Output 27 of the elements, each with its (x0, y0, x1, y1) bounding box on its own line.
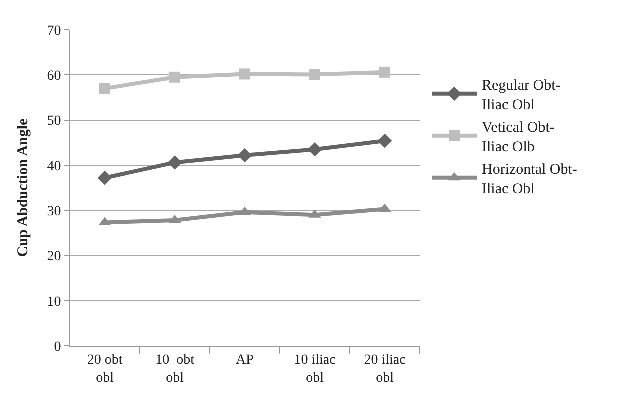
point (378, 134, 392, 148)
y-tick-label: 0 (54, 340, 62, 355)
x-tick-label: 20 iliac obl (364, 352, 406, 386)
y-axis-title: Cup Abduction Angle (15, 118, 32, 258)
x-tick-label: 20 obt obl (87, 352, 123, 386)
x-tick-label: 10 iliac obl (294, 352, 336, 386)
y-tick-label: 30 (47, 204, 62, 220)
y-tick-label: 40 (47, 159, 62, 174)
point (168, 156, 182, 170)
point (100, 83, 110, 94)
point (98, 170, 112, 186)
x-tick-label: 10 obt obl (156, 352, 195, 386)
point (238, 148, 252, 163)
legend-label: Vetical Obt-Iliac Olb (482, 120, 555, 156)
legend-label: Horizontal Obt-Iliac Obl (482, 162, 578, 198)
y-tick-label: 60 (47, 69, 62, 84)
point (380, 66, 390, 78)
point (240, 68, 250, 80)
legend-label: Regular Obt-Iliac Obl (482, 78, 561, 114)
y-tick-label: 70 (47, 24, 62, 39)
y-tick-label: 20 (47, 250, 62, 265)
y-tick-label: 10 (47, 294, 62, 310)
point (310, 69, 320, 80)
point (308, 142, 322, 157)
point (170, 72, 180, 83)
x-tick-label: AP (236, 352, 254, 368)
y-tick-label: 50 (47, 114, 62, 130)
